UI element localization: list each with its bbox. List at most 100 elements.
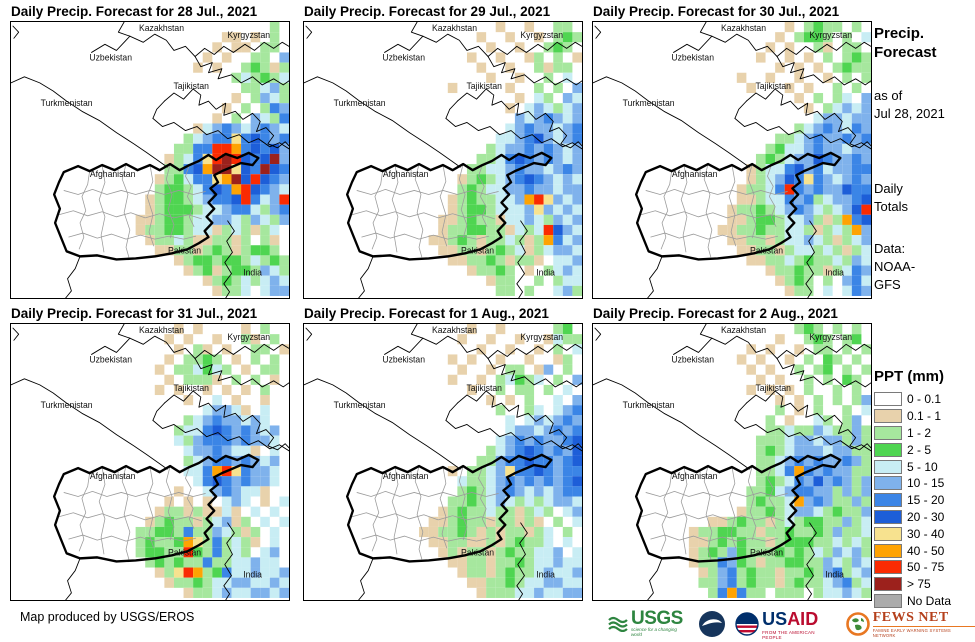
legend-row: 15 - 20: [874, 492, 974, 509]
forecast-panel-6: Daily Precip. Forecast for 2 Aug., 2021 K…: [592, 306, 872, 601]
data-source-line1: NOAA-: [874, 259, 916, 274]
country-label: India: [536, 267, 555, 277]
totals-line1: Daily: [874, 181, 903, 196]
agency-logos: USGS science for a changing world: [608, 608, 975, 640]
country-label: Pakistan: [168, 245, 201, 255]
usaid-wordmark-us: US: [762, 608, 788, 629]
legend-swatch: [874, 493, 902, 508]
country-label: Kazakhstan: [139, 325, 184, 335]
country-label: Pakistan: [750, 245, 783, 255]
usgs-wave-icon: [608, 616, 628, 632]
precip-raster: [428, 22, 582, 296]
country-label: Turkmenistan: [41, 98, 93, 108]
forecast-panel-3: Daily Precip. Forecast for 30 Jul., 2021…: [592, 4, 872, 299]
forecast-panel-2: Daily Precip. Forecast for 29 Jul., 2021…: [303, 4, 583, 299]
legend-row: 10 - 15: [874, 475, 974, 492]
country-labels: Kazakhstan Kyrgyzstan Uzbekistan Tajikistan…: [334, 23, 563, 278]
country-label: Kazakhstan: [721, 325, 766, 335]
legend-label: 20 - 30: [907, 509, 945, 524]
sidebar-title: Precip. Forecast: [874, 24, 974, 62]
map-canvas: Kazakhstan Kyrgyzstan Uzbekistan Tajikistan…: [10, 21, 290, 299]
map-credit: Map produced by USGS/EROS: [20, 610, 195, 624]
legend-label: 0.1 - 1: [907, 409, 942, 424]
forecast-panel-4: Daily Precip. Forecast for 31 Jul., 2021…: [10, 306, 290, 601]
legend-swatch: [874, 476, 902, 491]
country-labels: Kazakhstan Kyrgyzstan Uzbekistan Tajikistan…: [334, 325, 563, 580]
legend-row: No Data: [874, 593, 974, 610]
country-label: Uzbekistan: [382, 52, 425, 62]
country-label: Turkmenistan: [623, 98, 675, 108]
country-label: Afghanistan: [672, 471, 718, 481]
sidebar-totals: Daily Totals: [874, 180, 974, 216]
panel-title: Daily Precip. Forecast for 28 Jul., 2021: [11, 4, 258, 19]
precip-raster: [135, 22, 289, 296]
legend-label: 50 - 75: [907, 560, 945, 575]
country-label: Pakistan: [461, 245, 494, 255]
country-label: India: [243, 267, 262, 277]
legend-swatch: [874, 577, 902, 592]
country-label: Kyrgyzstan: [809, 332, 852, 342]
country-label: Kazakhstan: [432, 23, 477, 33]
legend-label: > 75: [907, 577, 931, 592]
usaid-tagline: FROM THE AMERICAN PEOPLE: [762, 629, 815, 640]
usaid-logo: US AID FROM THE AMERICAN PEOPLE: [735, 609, 836, 640]
usgs-tagline: science for a changing world: [630, 627, 677, 637]
country-label: Uzbekistan: [382, 354, 425, 364]
legend-label: 0 - 0.1: [907, 392, 942, 407]
country-label: Afghanistan: [90, 169, 136, 179]
country-label: Kyrgyzstan: [809, 30, 852, 40]
panel-title: Daily Precip. Forecast for 29 Jul., 2021: [304, 4, 551, 19]
legend-row: > 75: [874, 576, 974, 593]
data-source-line2: GFS: [874, 277, 901, 292]
country-label: Tajikistan: [466, 383, 502, 393]
country-label: Kyrgyzstan: [227, 30, 270, 40]
map-canvas: Kazakhstan Kyrgyzstan Uzbekistan Tajikistan…: [592, 323, 872, 601]
precip-raster: [135, 324, 289, 598]
legend-label: 30 - 40: [907, 526, 945, 541]
country-labels: Kazakhstan Kyrgyzstan Uzbekistan Tajikistan…: [41, 23, 270, 278]
legend-label: 10 - 15: [907, 476, 945, 491]
country-label: Tajikistan: [466, 81, 502, 91]
country-label: Tajikistan: [173, 383, 209, 393]
map-canvas: Kazakhstan Kyrgyzstan Uzbekistan Tajikistan…: [10, 323, 290, 601]
forecast-panel-5: Daily Precip. Forecast for 1 Aug., 2021 K…: [303, 306, 583, 601]
country-label: Turkmenistan: [41, 400, 93, 410]
country-label: Afghanistan: [383, 169, 429, 179]
legend-label: 40 - 50: [907, 543, 945, 558]
legend-swatch: [874, 425, 902, 440]
asof-label: as of: [874, 88, 903, 103]
legend-swatch: [874, 459, 902, 474]
map-canvas: Kazakhstan Kyrgyzstan Uzbekistan Tajikistan…: [303, 21, 583, 299]
legend-swatch: [874, 526, 902, 541]
forecast-panel-1: Daily Precip. Forecast for 28 Jul., 2021…: [10, 4, 290, 299]
panel-title: Daily Precip. Forecast for 2 Aug., 2021: [593, 306, 838, 321]
usgs-wordmark: USGS: [630, 608, 683, 629]
country-label: India: [243, 569, 262, 579]
country-label: Pakistan: [461, 547, 494, 557]
sidebar-title-line2: Forecast: [874, 44, 937, 61]
sidebar-datasource: Data: NOAA- GFS: [874, 240, 974, 294]
noaa-emblem-icon: [699, 611, 726, 637]
legend-swatch: [874, 543, 902, 558]
country-label: Uzbekistan: [89, 52, 132, 62]
country-label: Tajikistan: [755, 81, 791, 91]
panel-title: Daily Precip. Forecast for 1 Aug., 2021: [304, 306, 549, 321]
country-label: Pakistan: [750, 547, 783, 557]
legend-label: 1 - 2: [907, 425, 932, 440]
country-label: Kyrgyzstan: [227, 332, 270, 342]
country-label: Tajikistan: [173, 81, 209, 91]
legend-row: 40 - 50: [874, 542, 974, 559]
legend-label: 2 - 5: [907, 442, 932, 457]
usaid-emblem-icon: [735, 612, 759, 636]
legend-row: 5 - 10: [874, 458, 974, 475]
fewsnet-globe-icon: [845, 612, 870, 636]
fewsnet-tagline: FAMINE EARLY WARNING SYSTEMS NETWORK: [872, 625, 975, 638]
country-label: Uzbekistan: [89, 354, 132, 364]
country-label: Pakistan: [168, 547, 201, 557]
legend-swatch: [874, 560, 902, 575]
legend-swatch: [874, 392, 902, 407]
legend-swatch: [874, 409, 902, 424]
legend-label: No Data: [907, 593, 952, 608]
